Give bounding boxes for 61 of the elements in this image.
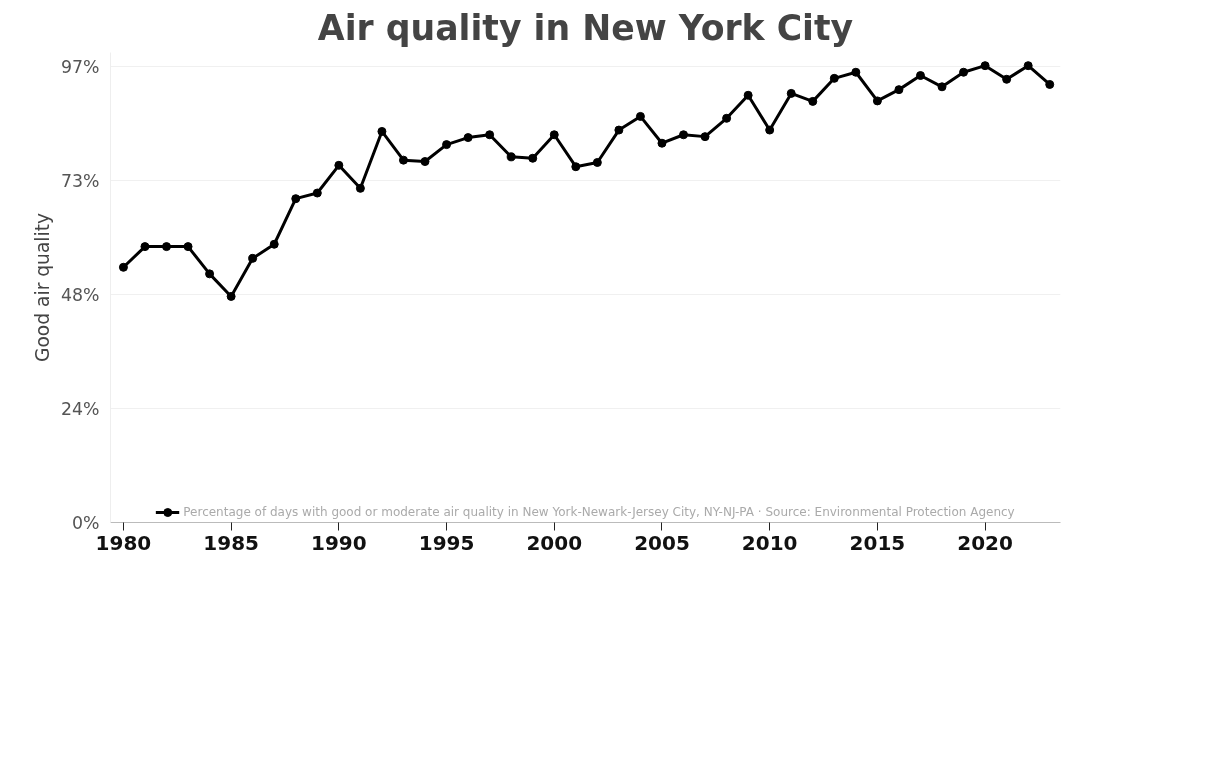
point bbox=[937, 82, 947, 92]
point bbox=[355, 183, 365, 193]
point bbox=[915, 71, 925, 81]
point bbox=[528, 153, 538, 163]
point bbox=[312, 188, 322, 198]
y-axis-title: Good air quality bbox=[31, 212, 53, 363]
point bbox=[162, 242, 172, 252]
point bbox=[377, 126, 387, 136]
x-tick-label: 2005 bbox=[634, 530, 690, 555]
point bbox=[700, 132, 710, 142]
point bbox=[959, 67, 969, 77]
point bbox=[269, 239, 279, 249]
x-tick-label: 2010 bbox=[741, 530, 798, 555]
legend-label: Percentage of days with good or moderate air quality in New York-Newark-Jersey City, NY-NJ-PA · Source: Environmental Protection Agency bbox=[183, 505, 1015, 519]
point bbox=[291, 194, 301, 204]
point bbox=[420, 157, 430, 167]
point bbox=[657, 138, 667, 148]
chart-title: Air quality in New York City bbox=[317, 7, 854, 48]
point bbox=[614, 125, 624, 135]
point bbox=[980, 61, 990, 71]
point bbox=[506, 152, 516, 162]
point bbox=[205, 269, 215, 279]
point bbox=[248, 253, 258, 263]
point bbox=[442, 140, 452, 150]
x-tick-label: 2000 bbox=[526, 530, 583, 555]
x-tick-label: 1995 bbox=[418, 530, 475, 555]
x-tick-label: 2020 bbox=[957, 530, 1013, 555]
y-tick-label: 0% bbox=[72, 512, 100, 533]
point bbox=[743, 90, 753, 100]
point bbox=[1023, 61, 1033, 71]
x-tick-label: 1985 bbox=[203, 530, 259, 555]
point bbox=[786, 88, 796, 98]
point bbox=[1002, 74, 1012, 84]
y-tick-label: 24% bbox=[60, 398, 100, 419]
point bbox=[679, 130, 689, 140]
point bbox=[183, 242, 193, 252]
point bbox=[592, 157, 602, 167]
point bbox=[765, 125, 775, 135]
point bbox=[872, 96, 882, 106]
point bbox=[398, 155, 408, 165]
point bbox=[118, 262, 128, 272]
y-tick-label: 97% bbox=[60, 56, 100, 77]
point bbox=[334, 160, 344, 170]
y-tick-label: 48% bbox=[60, 284, 100, 305]
point bbox=[808, 96, 818, 106]
point bbox=[485, 130, 495, 140]
point bbox=[226, 291, 236, 301]
point bbox=[635, 111, 645, 121]
point bbox=[571, 162, 581, 172]
point bbox=[851, 67, 861, 77]
point bbox=[894, 85, 904, 95]
point bbox=[1045, 79, 1055, 89]
x-tick-label: 2015 bbox=[849, 530, 906, 555]
point bbox=[829, 73, 839, 83]
point bbox=[140, 242, 150, 252]
x-tick-label: 1980 bbox=[95, 530, 152, 555]
point bbox=[722, 113, 732, 123]
point bbox=[463, 133, 473, 143]
y-tick-label: 73% bbox=[60, 170, 100, 191]
x-tick-label: 1990 bbox=[311, 530, 367, 555]
point bbox=[549, 130, 559, 140]
